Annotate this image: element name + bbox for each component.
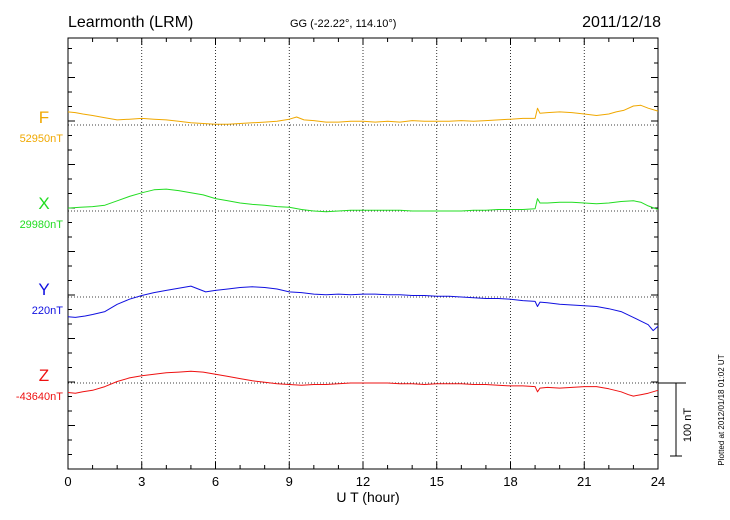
x-axis-label: U T (hour) xyxy=(336,489,399,505)
series-labels: F 52950nT X 29980nT Y 220nT Z -43640nT xyxy=(16,108,63,403)
scale-bar xyxy=(658,382,686,457)
series-line-x xyxy=(67,188,659,213)
x-tick-label: 18 xyxy=(503,474,517,489)
x-tick-label: 21 xyxy=(577,474,591,489)
axis-ticks xyxy=(67,38,659,470)
station-title: Learmonth (LRM) xyxy=(68,14,193,31)
scale-bar-label: 100 nT xyxy=(682,408,694,443)
x-tick-labels: 0 3 6 9 12 15 18 21 24 xyxy=(64,474,665,489)
series-lines xyxy=(67,104,659,397)
series-name-f: F xyxy=(39,108,49,127)
series-line-f xyxy=(67,104,659,125)
plotted-timestamp: Plotted at 2012/01/18 01:02 UT xyxy=(717,354,726,465)
series-line-z xyxy=(67,370,659,397)
x-tick-label: 9 xyxy=(286,474,293,489)
x-tick-label: 12 xyxy=(356,474,370,489)
series-name-y: Y xyxy=(38,280,49,299)
x-tick-label: 6 xyxy=(212,474,219,489)
series-line-y xyxy=(67,285,659,332)
grid-lines xyxy=(68,38,658,469)
series-baseline-z: -43640nT xyxy=(16,391,63,403)
x-tick-label: 0 xyxy=(64,474,71,489)
series-name-z: Z xyxy=(39,366,49,385)
chart-date: 2011/12/18 xyxy=(582,14,661,31)
x-tick-label: 24 xyxy=(651,474,665,489)
series-baseline-f: 52950nT xyxy=(20,133,64,145)
series-baseline-y: 220nT xyxy=(32,305,63,317)
x-tick-label: 3 xyxy=(138,474,145,489)
x-tick-label: 15 xyxy=(430,474,444,489)
series-name-x: X xyxy=(38,194,49,213)
station-coords: GG (-22.22°, 114.10°) xyxy=(290,18,396,30)
series-baseline-x: 29980nT xyxy=(20,219,64,231)
